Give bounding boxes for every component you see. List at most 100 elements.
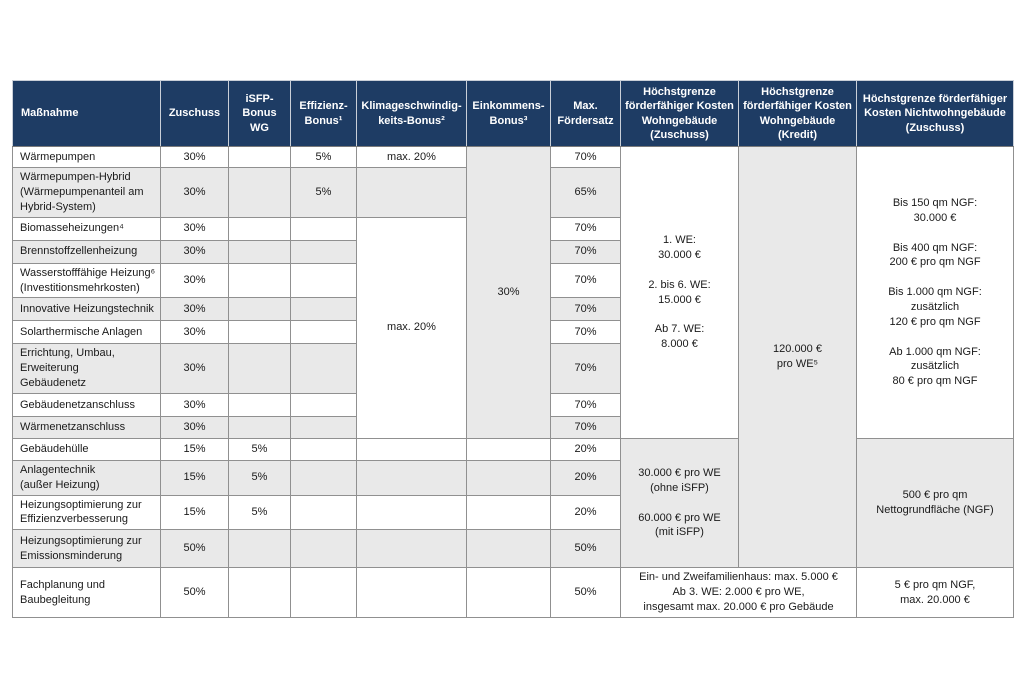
cell-effizienz-bonus bbox=[290, 297, 357, 322]
cell-klima-bonus bbox=[356, 567, 467, 618]
cell-max-foerdersatz: 70% bbox=[550, 146, 621, 169]
table-row: Wärmepumpen 30% 5% max. 20% 30% 70% 1. W… bbox=[12, 146, 1014, 569]
cell-isfp-bonus: 5% bbox=[228, 494, 291, 531]
cell-zuschuss: 15% bbox=[160, 459, 229, 496]
cell-effizienz-bonus bbox=[290, 567, 357, 618]
cell-max-foerdersatz: 20% bbox=[550, 494, 621, 531]
col-header-massnahme: Maßnahme bbox=[12, 79, 161, 148]
cell-max-foerdersatz: 50% bbox=[550, 529, 621, 569]
cell-massnahme: Gebäudehülle bbox=[12, 437, 161, 461]
cell-isfp-bonus bbox=[228, 320, 291, 345]
cell-max-foerdersatz: 65% bbox=[550, 167, 621, 218]
cell-klima-bonus-merged: max. 20% bbox=[356, 216, 467, 439]
col-header-wg-zuschuss: Höchstgrenze förderfähiger Kosten Wohnge… bbox=[620, 79, 739, 148]
cell-effizienz-bonus: 5% bbox=[290, 146, 357, 169]
cell-massnahme: Errichtung, Umbau, Erweiterung Gebäudene… bbox=[12, 343, 161, 394]
cell-effizienz-bonus bbox=[290, 529, 357, 569]
table-row: Fachplanung und Baubegleitung 50% 50% Ei… bbox=[12, 567, 1014, 618]
cell-zuschuss: 50% bbox=[160, 529, 229, 569]
table-row: Heizungsoptimierung zur Emissionsminderu… bbox=[12, 529, 1014, 569]
col-header-nwg: Höchstgrenze förderfähiger Kosten Nichtw… bbox=[856, 79, 1014, 148]
cell-zuschuss: 15% bbox=[160, 437, 229, 461]
cell-isfp-bonus bbox=[228, 415, 291, 439]
col-header-isfp-bonus: iSFP- Bonus WG bbox=[228, 79, 291, 148]
cell-wg-merged-bottom: Ein- und Zweifamilienhaus: max. 5.000 € … bbox=[620, 567, 857, 618]
cell-zuschuss: 30% bbox=[160, 392, 229, 417]
table-row: Wärmepumpen-Hybrid (Wärmepumpenanteil am… bbox=[12, 167, 1014, 218]
table-row: Anlagentechnik (außer Heizung) 15% 5% 20… bbox=[12, 459, 1014, 496]
col-header-effizienz-bonus: Effizienz- Bonus¹ bbox=[290, 79, 357, 148]
cell-klima-bonus bbox=[356, 459, 467, 496]
cell-zuschuss: 30% bbox=[160, 239, 229, 264]
cell-klima-bonus bbox=[356, 167, 467, 218]
cell-effizienz-bonus bbox=[290, 392, 357, 417]
cell-max-foerdersatz: 20% bbox=[550, 459, 621, 496]
col-header-wg-kredit: Höchstgrenze förderfähiger Kosten Wohnge… bbox=[738, 79, 857, 148]
col-header-zuschuss: Zuschuss bbox=[160, 79, 229, 148]
cell-nwg-bottom: 5 € pro qm NGF, max. 20.000 € bbox=[856, 567, 1014, 618]
cell-max-foerdersatz: 70% bbox=[550, 262, 621, 299]
cell-max-foerdersatz: 70% bbox=[550, 297, 621, 322]
cell-isfp-bonus bbox=[228, 529, 291, 569]
cell-isfp-bonus bbox=[228, 262, 291, 299]
cell-wg-zuschuss-merged: 30.000 € pro WE (ohne iSFP) 60.000 € pro… bbox=[620, 437, 739, 569]
cell-isfp-bonus bbox=[228, 343, 291, 394]
cell-effizienz-bonus bbox=[290, 437, 357, 461]
cell-effizienz-bonus bbox=[290, 239, 357, 264]
table-row: Gebäudenetzanschluss 30% 70% bbox=[12, 392, 1014, 417]
table-row: Wärmenetzanschluss 30% 70% bbox=[12, 415, 1014, 439]
cell-wg-zuschuss-merged: 1. WE: 30.000 € 2. bis 6. WE: 15.000 € A… bbox=[620, 146, 739, 439]
cell-isfp-bonus bbox=[228, 239, 291, 264]
cell-zuschuss: 15% bbox=[160, 494, 229, 531]
cell-effizienz-bonus bbox=[290, 343, 357, 394]
cell-effizienz-bonus bbox=[290, 415, 357, 439]
col-header-max-foerdersatz: Max. Fördersatz bbox=[550, 79, 621, 148]
cell-zuschuss: 30% bbox=[160, 343, 229, 394]
cell-nwg-merged: Bis 150 qm NGF: 30.000 € Bis 400 qm NGF:… bbox=[856, 146, 1014, 439]
table-row: Errichtung, Umbau, Erweiterung Gebäudene… bbox=[12, 343, 1014, 394]
header-row: Maßnahme Zuschuss iSFP- Bonus WG Effizie… bbox=[12, 79, 1014, 148]
cell-zuschuss: 30% bbox=[160, 262, 229, 299]
cell-effizienz-bonus bbox=[290, 459, 357, 496]
cell-massnahme: Anlagentechnik (außer Heizung) bbox=[12, 459, 161, 496]
cell-einkommens-bonus bbox=[466, 494, 551, 531]
cell-isfp-bonus bbox=[228, 567, 291, 618]
cell-massnahme: Heizungsoptimierung zur Emissionsminderu… bbox=[12, 529, 161, 569]
cell-einkommens-bonus bbox=[466, 567, 551, 618]
table-row: Biomasseheizungen⁴ 30% max. 20% 70% bbox=[12, 216, 1014, 439]
cell-klima-bonus bbox=[356, 529, 467, 569]
cell-max-foerdersatz: 70% bbox=[550, 343, 621, 394]
cell-massnahme: Wärmepumpen-Hybrid (Wärmepumpenanteil am… bbox=[12, 167, 161, 218]
cell-zuschuss: 30% bbox=[160, 216, 229, 241]
cell-massnahme: Innovative Heizungstechnik bbox=[12, 297, 161, 322]
col-header-einkommens-bonus: Einkommens- Bonus³ bbox=[466, 79, 551, 148]
cell-isfp-bonus bbox=[228, 216, 291, 241]
table-row: Solarthermische Anlagen 30% 70% bbox=[12, 320, 1014, 345]
cell-isfp-bonus bbox=[228, 167, 291, 218]
cell-einkommens-bonus bbox=[466, 529, 551, 569]
cell-massnahme: Biomasseheizungen⁴ bbox=[12, 216, 161, 241]
cell-klima-bonus: max. 20% bbox=[356, 146, 467, 169]
cell-massnahme: Wärmepumpen bbox=[12, 146, 161, 169]
cell-effizienz-bonus bbox=[290, 262, 357, 299]
cell-max-foerdersatz: 70% bbox=[550, 320, 621, 345]
table-row: Brennstoffzellenheizung 30% 70% bbox=[12, 239, 1014, 264]
cell-einkommens-bonus-merged: 30% bbox=[466, 146, 551, 439]
cell-isfp-bonus: 5% bbox=[228, 459, 291, 496]
cell-nwg-merged: 500 € pro qm Nettogrundfläche (NGF) bbox=[856, 437, 1014, 569]
table-row: Gebäudehülle 15% 5% 20% 30.000 € pro WE … bbox=[12, 437, 1014, 569]
col-header-klima-bonus: Klimageschwindig- keits-Bonus² bbox=[356, 79, 467, 148]
cell-zuschuss: 30% bbox=[160, 146, 229, 169]
cell-massnahme: Fachplanung und Baubegleitung bbox=[12, 567, 161, 618]
cell-effizienz-bonus bbox=[290, 216, 357, 241]
cell-max-foerdersatz: 70% bbox=[550, 239, 621, 264]
cell-einkommens-bonus bbox=[466, 437, 551, 461]
cell-isfp-bonus bbox=[228, 146, 291, 169]
cell-zuschuss: 30% bbox=[160, 320, 229, 345]
table-row: Wasserstofffähige Heizung⁶ (Investitions… bbox=[12, 262, 1014, 299]
table-row: Innovative Heizungstechnik 30% 70% bbox=[12, 297, 1014, 322]
cell-zuschuss: 30% bbox=[160, 297, 229, 322]
cell-klima-bonus bbox=[356, 494, 467, 531]
cell-max-foerdersatz: 70% bbox=[550, 415, 621, 439]
cell-isfp-bonus bbox=[228, 392, 291, 417]
